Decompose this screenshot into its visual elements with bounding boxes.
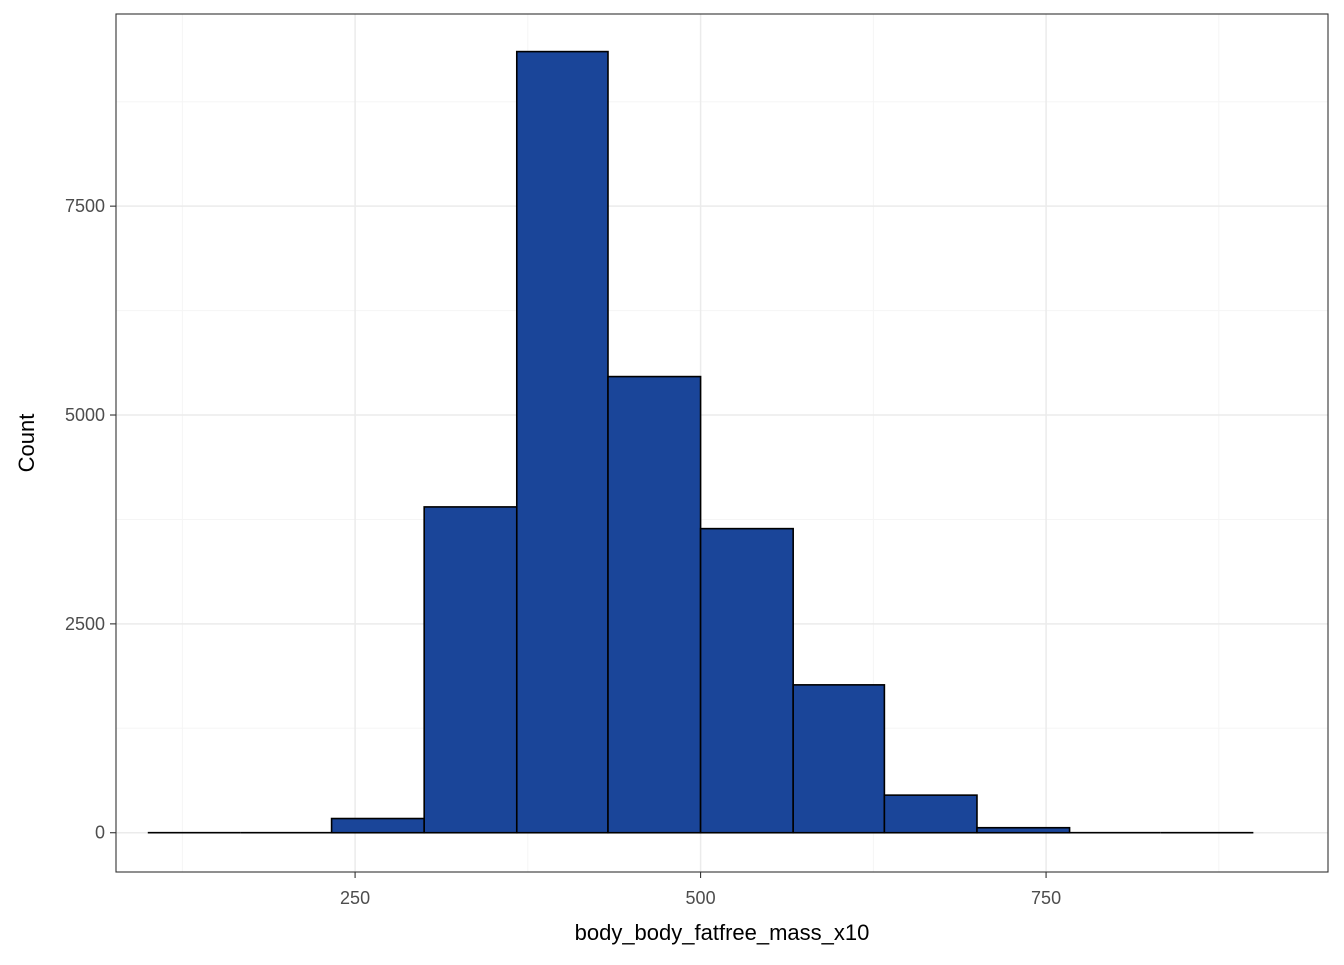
histogram-bar: [330, 817, 425, 834]
histogram-bar: [699, 527, 794, 834]
histogram-bars: [147, 50, 1254, 834]
x-tick-label: 500: [686, 888, 716, 908]
x-tick-label: 750: [1031, 888, 1061, 908]
y-tick-label: 2500: [65, 614, 105, 634]
y-axis-title: Count: [14, 414, 39, 473]
x-axis-title: body_body_fatfree_mass_x10: [575, 920, 870, 945]
y-tick-label: 5000: [65, 405, 105, 425]
x-tick-label: 250: [340, 888, 370, 908]
y-tick-label: 0: [95, 823, 105, 843]
histogram-bar: [792, 684, 886, 834]
histogram-bar: [423, 506, 518, 834]
histogram-bar: [883, 794, 978, 834]
panel-border: [115, 13, 1329, 873]
axis-ticks: 0 2500 5000 7500 250 500 750: [65, 196, 1061, 908]
y-tick-label: 7500: [65, 196, 105, 216]
histogram-bar: [607, 375, 702, 834]
histogram-bar: [515, 50, 609, 834]
histogram-bar: [976, 826, 1071, 834]
